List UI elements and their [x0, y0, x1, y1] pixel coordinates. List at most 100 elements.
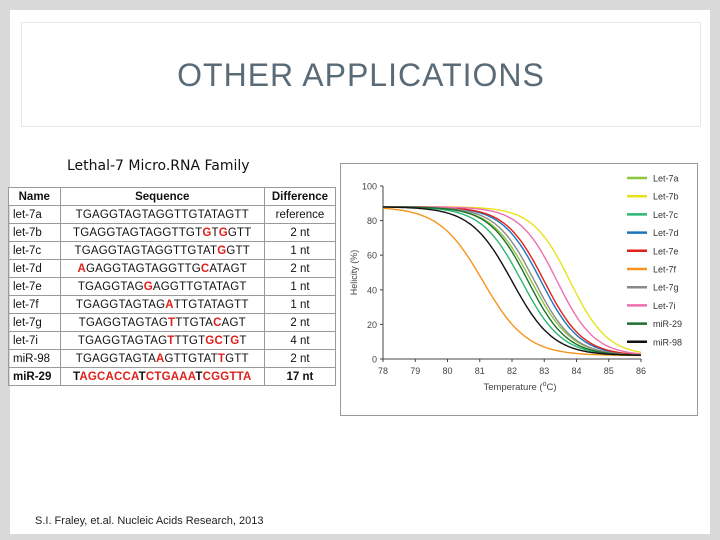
- table-row: let-7a TGAGGTAGTAGGTTGTATAGTT reference: [8, 205, 337, 224]
- table-row: let-7i TGAGGTAGTAGTTTGTGCTGT 4 nt: [8, 331, 337, 350]
- mismatch-nucleotides: C: [213, 316, 222, 329]
- table-row: let-7f TGAGGTAGTAGATTGTATAGTT 1 nt: [8, 295, 337, 314]
- cell-name: let-7i: [8, 331, 61, 350]
- mismatch-nucleotides: A: [155, 352, 165, 365]
- melting-curve-svg: 0 20 40 60 80 100 78 79 80 81 82 83 84 85 86 Helicity (…: [349, 174, 682, 394]
- cell-name: miR-29: [8, 367, 61, 386]
- mismatch-nucleotides: T: [167, 316, 176, 329]
- mismatch-nucleotides: T: [167, 334, 175, 347]
- legend-label: Let-7a: [653, 174, 679, 184]
- x-tick-label: 83: [539, 366, 549, 376]
- mismatch-nucleotides: A: [77, 262, 87, 275]
- mismatch-nucleotides: T: [217, 352, 226, 365]
- table-row: let-7d AGAGGTAGTAGGTTGCATAGT 2 nt: [8, 259, 337, 278]
- sequence-segment: T: [138, 370, 146, 383]
- sequence-segment: T: [72, 370, 80, 383]
- cell-sequence: TAGCACCATCTGAAATCGGTTA: [59, 367, 265, 386]
- table-row: let-7c TGAGGTAGTAGGTTGTATGGTT 1 nt: [8, 241, 337, 260]
- mismatch-nucleotides: C: [200, 262, 210, 275]
- sequence-segment: AGT: [221, 316, 246, 329]
- sequence-segment: TGAGGTAGTAG: [77, 334, 168, 347]
- series-line-let-7b: [383, 206, 642, 353]
- chart-curves: [382, 206, 642, 357]
- mismatch-nucleotides: CGGTTA: [202, 370, 252, 383]
- cell-name: let-7g: [8, 313, 61, 332]
- cell-difference: 1 nt: [263, 295, 337, 314]
- mismatch-nucleotides: A: [165, 298, 174, 311]
- y-tick-label: 40: [367, 285, 377, 295]
- legend-label: miR-98: [653, 337, 682, 347]
- legend-label: Let-7g: [653, 283, 679, 293]
- cell-name: let-7c: [8, 241, 61, 260]
- sequence-segment: TGAGGTAGTAGGTTGTATAGTT: [75, 208, 249, 221]
- sequence-segment: T: [239, 334, 247, 347]
- sequence-segment: AGGTTGTATAGT: [152, 280, 247, 293]
- sequence-segment: GAGGTAGTAGGTTG: [86, 262, 201, 275]
- mismatch-nucleotides: G: [230, 334, 240, 347]
- cell-sequence: AGAGGTAGTAGGTTGCATAGT: [59, 259, 265, 278]
- x-axis-label: Temperature (oC): [483, 381, 556, 393]
- mismatch-nucleotides: G: [217, 244, 227, 257]
- mismatch-nucleotides: AGCACCA: [79, 370, 139, 383]
- sequence-segment: TTGTA: [175, 316, 214, 329]
- cell-name: let-7f: [8, 295, 61, 314]
- table-row: let-7e TGAGGTAGGAGGTTGTATAGT 1 nt: [8, 277, 337, 296]
- mirna-table: Name Sequence Difference let-7a TGAGGTAGT…: [8, 187, 337, 386]
- cell-sequence: TGAGGTAGTAGGTTGTATAGTT: [59, 205, 265, 224]
- cell-difference: 1 nt: [263, 241, 337, 260]
- x-tick-label: 81: [475, 366, 485, 376]
- sequence-segment: TGAGGTAGTAG: [75, 298, 166, 311]
- y-tick-label: 60: [367, 251, 377, 261]
- mismatch-nucleotides: G: [218, 226, 228, 239]
- legend-label: Let-7d: [653, 228, 679, 238]
- x-tick-label: 82: [507, 366, 517, 376]
- sequence-segment: GTT: [225, 352, 249, 365]
- sequence-segment: T: [211, 226, 219, 239]
- cell-sequence: TGAGGTAGTAAGTTGTATTGTT: [59, 349, 265, 368]
- series-line-mir-98: [382, 206, 642, 356]
- legend-label: Let-7b: [653, 192, 679, 202]
- sequence-segment: GTT: [227, 226, 252, 239]
- cell-difference: reference: [263, 205, 337, 224]
- cell-difference: 1 nt: [263, 277, 337, 296]
- x-tick-label: 84: [571, 366, 581, 376]
- cell-sequence: TGAGGTAGTAGTTTGTGCTGT: [59, 331, 265, 350]
- cell-name: miR-98: [8, 349, 61, 368]
- cell-name: let-7e: [8, 277, 61, 296]
- legend-label: Let-7e: [653, 246, 679, 256]
- title-band: OTHER APPLICATIONS: [21, 22, 701, 127]
- cell-difference: 2 nt: [263, 259, 337, 278]
- legend-label: Let-7c: [653, 210, 679, 220]
- legend-label: Let-7i: [653, 301, 676, 311]
- y-tick-label: 0: [372, 355, 377, 365]
- cell-difference: 2 nt: [263, 349, 337, 368]
- sequence-segment: TGAGGTAGTAGGTTGTAT: [74, 244, 218, 257]
- cell-sequence: TGAGGTAGTAGGTTGTATGGTT: [59, 241, 265, 260]
- sequence-segment: TGAGGTAG: [77, 280, 144, 293]
- header-sequence: Sequence: [59, 187, 265, 206]
- citation: S.I. Fraley, et.al. Nucleic Acids Resear…: [35, 515, 264, 527]
- sequence-segment: TTGT: [174, 334, 206, 347]
- x-tick-label: 79: [410, 366, 420, 376]
- mismatch-nucleotides: G: [143, 280, 153, 293]
- sequence-segment: TGAGGTAGTAG: [78, 316, 168, 329]
- cell-name: let-7a: [8, 205, 61, 224]
- sequence-segment: TGAGGTAGTA: [75, 352, 156, 365]
- y-axis-label: Helicity (%): [349, 250, 359, 296]
- cell-name: let-7b: [8, 223, 61, 242]
- cell-sequence: TGAGGTAGTAGGTTGTGTGGTT: [59, 223, 265, 242]
- cell-name: let-7d: [8, 259, 61, 278]
- cell-sequence: TGAGGTAGGAGGTTGTATAGT: [59, 277, 265, 296]
- legend-label: Let-7f: [653, 265, 677, 275]
- x-tick-label: 85: [604, 366, 614, 376]
- header-difference: Difference: [263, 187, 337, 206]
- sequence-segment: TGAGGTAGTAGGTTGT: [73, 226, 203, 239]
- cell-difference: 17 nt: [263, 367, 337, 386]
- y-tick-label: 100: [362, 182, 377, 192]
- sequence-segment: T: [222, 334, 231, 347]
- sequence-segment: T: [195, 370, 203, 383]
- legend-label: miR-29: [653, 319, 682, 329]
- table-row: let-7g TGAGGTAGTAGTTTGTACAGT 2 nt: [8, 313, 337, 332]
- chart-axes: 0 20 40 60 80 100 78 79 80 81 82 83 84 85 86 Helicity (…: [349, 182, 646, 394]
- sequence-segment: GTTGTAT: [164, 352, 218, 365]
